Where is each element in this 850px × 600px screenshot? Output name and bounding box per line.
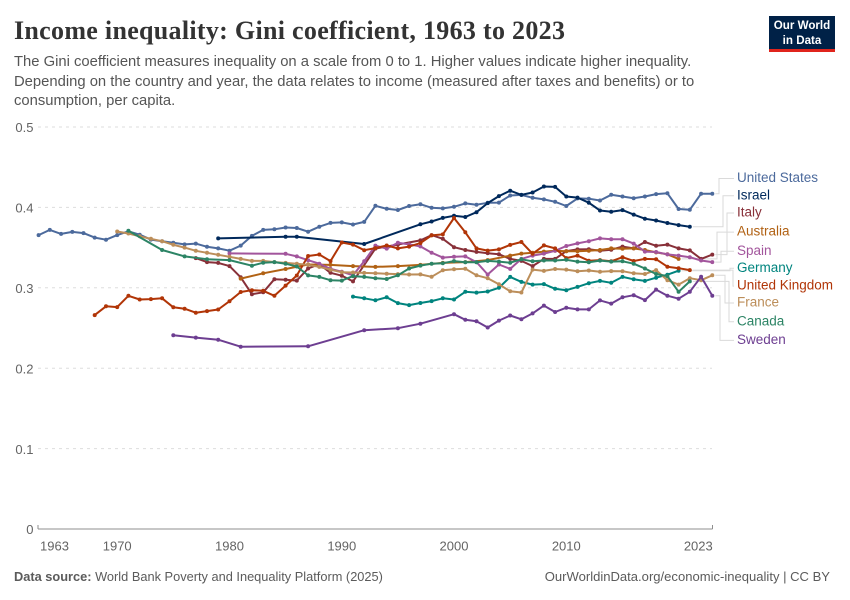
svg-text:Israel: Israel <box>737 187 770 202</box>
svg-text:Germany: Germany <box>737 260 793 275</box>
svg-text:0.4: 0.4 <box>15 201 33 216</box>
svg-text:0.5: 0.5 <box>15 120 33 135</box>
svg-text:1990: 1990 <box>327 539 356 554</box>
svg-text:0: 0 <box>26 522 33 537</box>
svg-text:1963: 1963 <box>40 539 69 554</box>
svg-text:United Kingdom: United Kingdom <box>737 278 833 293</box>
svg-text:2000: 2000 <box>440 539 469 554</box>
svg-text:2023: 2023 <box>684 539 713 554</box>
svg-text:0.1: 0.1 <box>15 442 33 457</box>
svg-text:Sweden: Sweden <box>737 332 786 347</box>
svg-text:Spain: Spain <box>737 243 772 258</box>
svg-text:0.2: 0.2 <box>15 361 33 376</box>
svg-text:2010: 2010 <box>552 539 581 554</box>
svg-text:Australia: Australia <box>737 224 790 239</box>
svg-text:1980: 1980 <box>215 539 244 554</box>
svg-text:United States: United States <box>737 170 818 185</box>
svg-text:0.3: 0.3 <box>15 281 33 296</box>
svg-text:1970: 1970 <box>103 539 132 554</box>
svg-text:Italy: Italy <box>737 205 762 220</box>
svg-text:Canada: Canada <box>737 313 785 328</box>
svg-text:France: France <box>737 295 779 310</box>
